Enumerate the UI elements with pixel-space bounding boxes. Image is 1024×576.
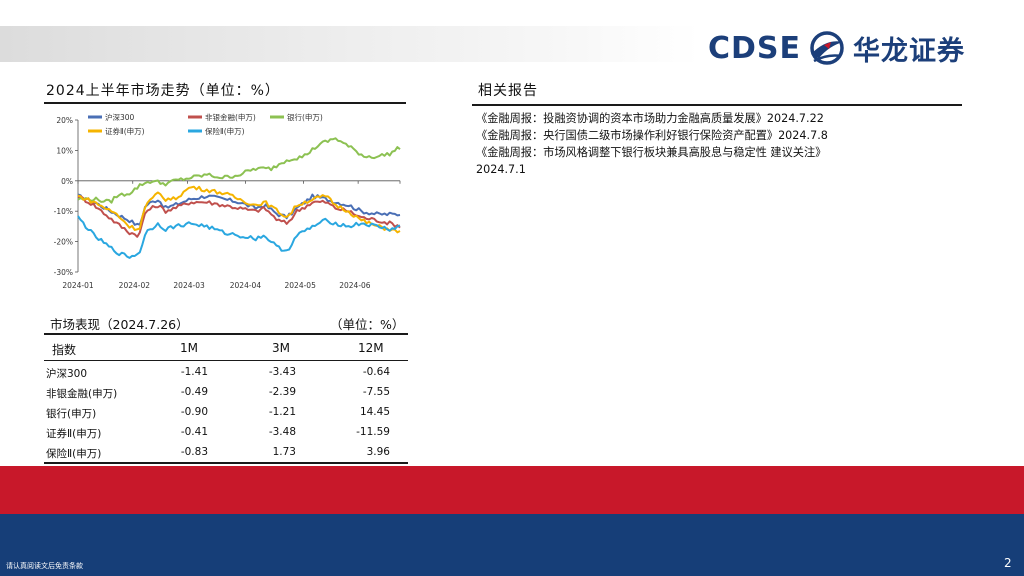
row-index-name: 证券Ⅱ(申万) — [46, 428, 102, 440]
legend-label: 证券Ⅱ(申万) — [105, 126, 145, 136]
row-1m-value: -0.49 — [180, 386, 208, 398]
row-3m-value: 1.73 — [272, 446, 296, 458]
col-header-12m: 12M — [358, 341, 384, 355]
row-index-name: 保险Ⅱ(申万) — [46, 448, 102, 460]
row-12m-value: -7.55 — [362, 386, 390, 398]
table-bottom-rule — [44, 462, 408, 464]
row-1m-value: -1.41 — [180, 366, 208, 378]
report-item-date[interactable]: 2024.7.1 — [476, 163, 526, 176]
logo-chinese-name: 华龙证券 — [853, 35, 966, 67]
performance-unit: （单位：%） — [330, 317, 405, 332]
table-row: 证券Ⅱ(申万) -0.41 -3.48 -11.59 — [46, 426, 410, 446]
col-header-1m: 1M — [180, 341, 198, 355]
row-12m-value: -0.64 — [362, 366, 390, 378]
disclaimer-link[interactable]: 请认真阅读文后免责条款 — [6, 562, 83, 570]
footer-blue-band — [0, 514, 1024, 576]
page-number: 2 — [1004, 556, 1012, 570]
row-1m-value: -0.90 — [180, 406, 208, 418]
table-row: 非银金融(申万) -0.49 -2.39 -7.55 — [46, 386, 410, 406]
legend-label: 银行(申万) — [287, 112, 323, 122]
row-3m-value: -3.43 — [268, 366, 296, 378]
x-tick-label: 2024-05 — [285, 281, 317, 290]
y-tick-label: -30% — [54, 268, 73, 277]
y-tick-label: -10% — [54, 207, 73, 216]
x-tick-label: 2024-02 — [119, 281, 151, 290]
row-12m-value: -11.59 — [356, 426, 390, 438]
legend-label: 沪深300 — [105, 112, 135, 122]
row-1m-value: -0.41 — [180, 426, 208, 438]
report-item[interactable]: 《金融周报：央行国债二级市场操作利好银行保险资产配置》2024.7.8 — [476, 129, 828, 142]
x-tick-label: 2024-01 — [62, 281, 94, 290]
header-band — [0, 26, 700, 62]
row-3m-value: -1.21 — [268, 406, 296, 418]
row-3m-value: -2.39 — [268, 386, 296, 398]
y-tick-label: -20% — [54, 238, 73, 247]
chart-title: 2024上半年市场走势（单位：%） — [46, 83, 280, 99]
series-line — [77, 215, 401, 259]
company-logo: CDSE 华龙证券 — [708, 28, 965, 68]
row-3m-value: -3.48 — [268, 426, 296, 438]
legend-label: 非银金融(申万) — [205, 112, 256, 122]
col-header-3m: 3M — [272, 341, 290, 355]
market-trend-chart: 20% 10% 0% -10% -20% -30% 2024-01 2024-02 2024-0… — [54, 112, 401, 290]
related-reports-list: 《金融周报：投融资协调的资本市场助力金融高质量发展》2024.7.22 《金融周… — [476, 110, 966, 178]
y-tick-label: 20% — [56, 116, 73, 125]
logo-text: CDSE — [708, 30, 802, 66]
row-12m-value: 14.45 — [359, 406, 390, 418]
col-header-name: 指数 — [52, 343, 77, 357]
row-index-name: 沪深300 — [46, 368, 88, 380]
row-index-name: 银行(申万) — [46, 408, 97, 420]
x-tick-label: 2024-06 — [339, 281, 371, 290]
row-index-name: 非银金融(申万) — [46, 388, 118, 400]
table-row: 保险Ⅱ(申万) -0.83 1.73 3.96 — [46, 446, 410, 466]
related-reports-rule — [472, 104, 962, 106]
series-line — [77, 185, 401, 234]
series-line — [77, 137, 401, 204]
legend-label: 保险Ⅱ(申万) — [205, 126, 245, 136]
y-tick-label: 0% — [61, 177, 73, 186]
x-tick-label: 2024-04 — [230, 281, 262, 290]
logo-emblem-icon — [810, 31, 844, 65]
row-1m-value: -0.83 — [180, 446, 208, 458]
footer-red-band — [0, 466, 1024, 514]
table-row: 沪深300 -1.41 -3.43 -0.64 — [46, 366, 410, 386]
performance-title: 市场表现（2024.7.26） — [50, 317, 189, 332]
x-tick-label: 2024-03 — [173, 281, 205, 290]
row-12m-value: 3.96 — [366, 446, 390, 458]
y-tick-label: 10% — [56, 146, 73, 155]
series-line — [77, 193, 401, 226]
table-header-rule — [44, 360, 408, 361]
related-reports-title: 相关报告 — [478, 83, 538, 99]
table-top-rule — [44, 333, 408, 335]
report-item[interactable]: 《金融周报：投融资协调的资本市场助力金融高质量发展》2024.7.22 — [476, 112, 824, 125]
report-item[interactable]: 《金融周报：市场风格调整下银行板块兼具高股息与稳定性 建议关注》 — [476, 146, 827, 159]
table-row: 银行(申万) -0.90 -1.21 14.45 — [46, 406, 410, 426]
chart-title-rule — [44, 102, 406, 104]
